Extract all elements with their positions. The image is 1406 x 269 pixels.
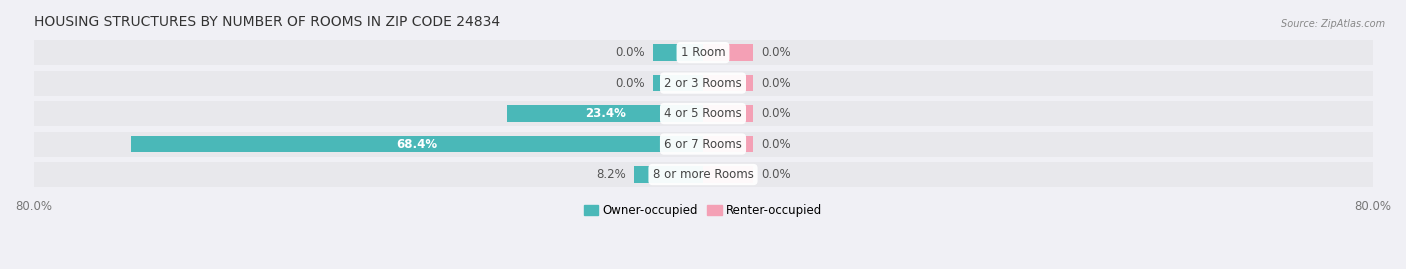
Text: HOUSING STRUCTURES BY NUMBER OF ROOMS IN ZIP CODE 24834: HOUSING STRUCTURES BY NUMBER OF ROOMS IN… [34,15,499,29]
Text: Source: ZipAtlas.com: Source: ZipAtlas.com [1281,19,1385,29]
Text: 0.0%: 0.0% [762,46,792,59]
Bar [34,101,1372,126]
Text: 0.0%: 0.0% [614,46,644,59]
Bar [652,44,703,61]
Bar [634,166,703,183]
Bar [34,162,1372,187]
Text: 0.0%: 0.0% [762,137,792,151]
Bar [34,70,1372,95]
Legend: Owner-occupied, Renter-occupied: Owner-occupied, Renter-occupied [579,199,827,222]
Text: 8.2%: 8.2% [596,168,626,181]
Bar [703,44,754,61]
Text: 2 or 3 Rooms: 2 or 3 Rooms [664,77,742,90]
Text: 4 or 5 Rooms: 4 or 5 Rooms [664,107,742,120]
Text: 6 or 7 Rooms: 6 or 7 Rooms [664,137,742,151]
Text: 23.4%: 23.4% [585,107,626,120]
Text: 8 or more Rooms: 8 or more Rooms [652,168,754,181]
Bar [703,136,754,153]
Text: 0.0%: 0.0% [762,168,792,181]
Bar [131,136,703,153]
Text: 0.0%: 0.0% [762,107,792,120]
Bar [508,105,703,122]
Bar [34,40,1372,65]
Bar [34,132,1372,157]
Bar [703,105,754,122]
Text: 0.0%: 0.0% [762,77,792,90]
Text: 68.4%: 68.4% [396,137,437,151]
Text: 1 Room: 1 Room [681,46,725,59]
Bar [703,166,754,183]
Bar [652,75,703,91]
Bar [703,75,754,91]
Text: 0.0%: 0.0% [614,77,644,90]
